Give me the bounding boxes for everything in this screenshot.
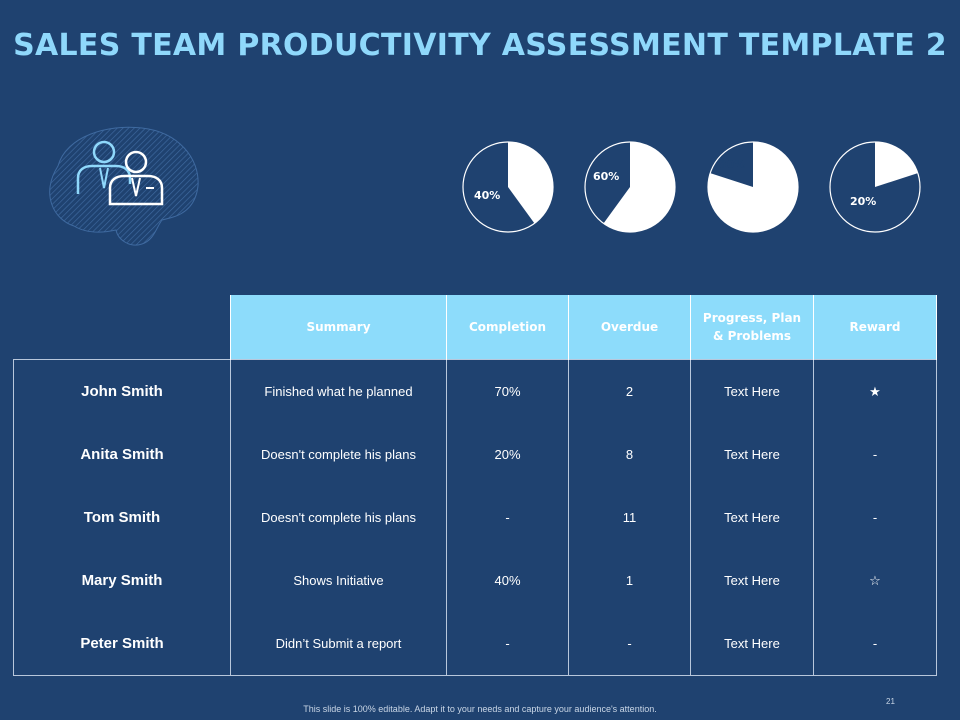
row-completion: 40% — [446, 549, 569, 612]
pie-4-slice — [875, 142, 918, 187]
row-summary: Didn’t Submit a report — [230, 612, 447, 676]
row-name: Anita Smith — [13, 423, 231, 486]
slide-footer: This slide is 100% editable. Adapt it to… — [303, 704, 657, 714]
pie-chart-4: 20% — [828, 140, 922, 234]
row-progress: Text Here — [690, 549, 814, 612]
page-number: 21 — [886, 697, 895, 706]
table-header-row: Summary Completion Overdue Progress, Pla… — [14, 295, 937, 360]
row-reward-star-outline-icon: ☆ — [813, 549, 937, 612]
pie-1-slice — [508, 142, 553, 224]
row-progress: Text Here — [690, 612, 814, 676]
row-reward-star-icon: ★ — [813, 359, 937, 423]
pie-chart-1-svg — [462, 141, 554, 233]
row-progress: Text Here — [690, 423, 814, 486]
row-progress: Text Here — [690, 359, 814, 423]
header-summary: Summary — [230, 295, 447, 360]
team-members-icon — [38, 122, 202, 248]
pie-chart-2: 60% — [583, 140, 677, 234]
assessment-table: Summary Completion Overdue Progress, Pla… — [13, 295, 937, 676]
table-row: Anita Smith Doesn't complete his plans 2… — [13, 423, 937, 486]
pie-chart-4-svg — [829, 141, 921, 233]
pie-chart-3-svg — [707, 141, 799, 233]
header-overdue: Overdue — [568, 295, 691, 360]
table-row: John Smith Finished what he planned 70% … — [13, 359, 937, 423]
row-completion: - — [446, 612, 569, 676]
row-overdue: 2 — [568, 359, 691, 423]
pie-chart-1: 40% — [461, 140, 555, 234]
pie-chart-2-label: 60% — [593, 170, 620, 183]
row-name: John Smith — [13, 359, 231, 423]
table-row: Peter Smith Didn’t Submit a report - - T… — [13, 612, 937, 676]
pie-chart-1-label: 40% — [474, 189, 501, 202]
pie-2-slice — [603, 142, 675, 232]
pie-chart-3-label: 80% — [719, 158, 746, 171]
pie-chart-3: 80% — [706, 140, 800, 234]
row-overdue: - — [568, 612, 691, 676]
header-completion: Completion — [446, 295, 569, 360]
row-completion: - — [446, 486, 569, 549]
pie-chart-2-svg — [584, 141, 676, 233]
row-name: Peter Smith — [13, 612, 231, 676]
row-completion: 20% — [446, 423, 569, 486]
row-name: Mary Smith — [13, 549, 231, 612]
table-row: Mary Smith Shows Initiative 40% 1 Text H… — [13, 549, 937, 612]
header-empty-cell — [14, 295, 231, 360]
row-reward: - — [813, 423, 937, 486]
row-progress: Text Here — [690, 486, 814, 549]
row-overdue: 1 — [568, 549, 691, 612]
row-name: Tom Smith — [13, 486, 231, 549]
row-completion: 70% — [446, 359, 569, 423]
slide-title: SALES TEAM PRODUCTIVITY ASSESSMENT TEMPL… — [13, 28, 947, 63]
pie-chart-4-label: 20% — [850, 195, 877, 208]
row-summary: Doesn't complete his plans — [230, 486, 447, 549]
row-reward: - — [813, 612, 937, 676]
row-summary: Finished what he planned — [230, 359, 447, 423]
row-summary: Doesn't complete his plans — [230, 423, 447, 486]
pie-3-slice — [708, 142, 798, 232]
header-progress: Progress, Plan & Problems — [690, 295, 814, 360]
table-row: Tom Smith Doesn't complete his plans - 1… — [13, 486, 937, 549]
row-summary: Shows Initiative — [230, 549, 447, 612]
header-reward: Reward — [813, 295, 937, 360]
row-overdue: 11 — [568, 486, 691, 549]
row-reward: - — [813, 486, 937, 549]
row-overdue: 8 — [568, 423, 691, 486]
